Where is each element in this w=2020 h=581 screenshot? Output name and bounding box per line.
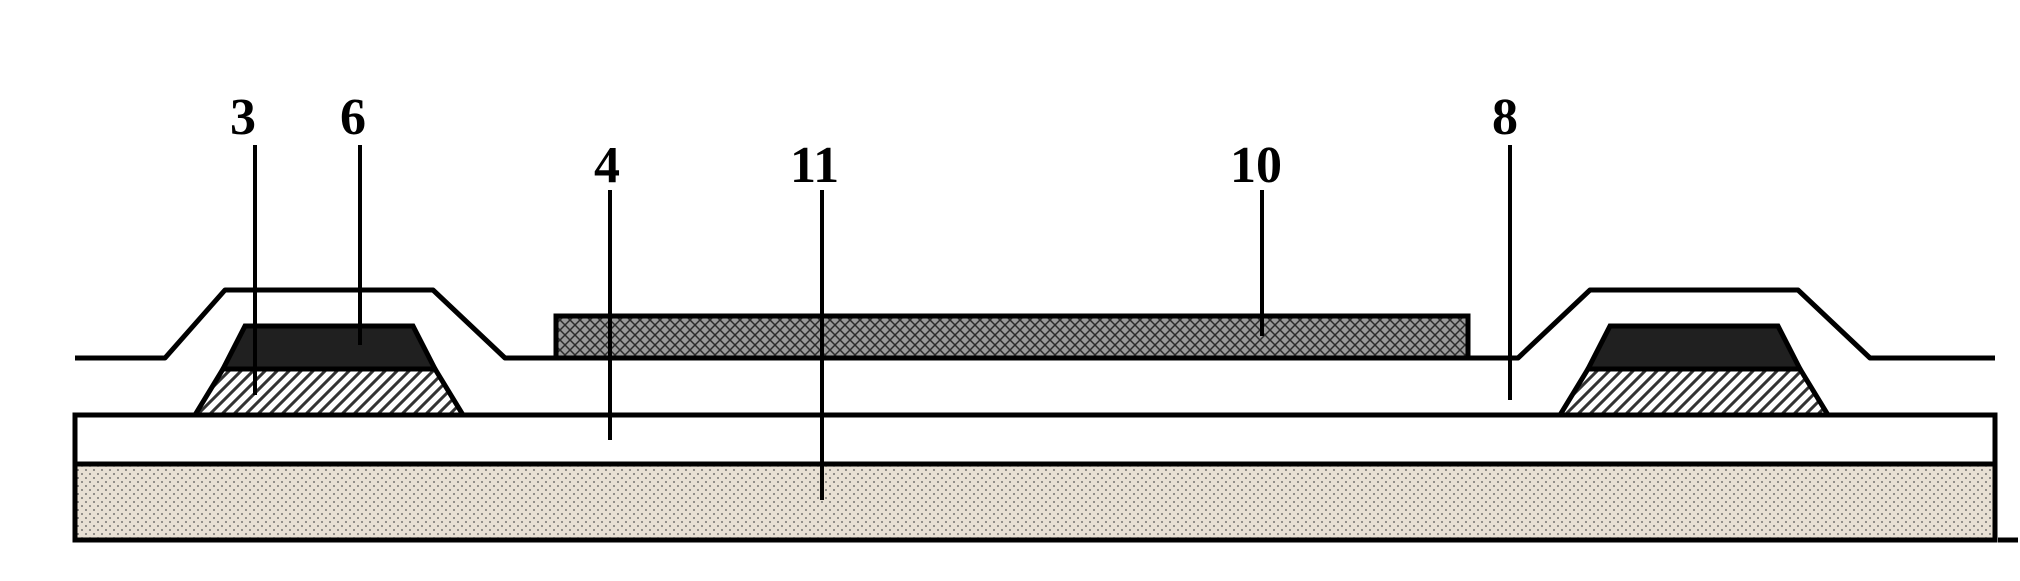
label-8: 8 — [1492, 88, 1518, 147]
right-upper-trapezoid — [1588, 326, 1800, 369]
substrate-layer — [75, 464, 1995, 540]
buffer-layer — [75, 415, 1995, 464]
cross-section-diagram — [0, 0, 2020, 581]
channel-layer — [556, 316, 1468, 358]
label-4: 4 — [594, 136, 620, 195]
right-lower-trapezoid — [1560, 369, 1828, 415]
label-6: 6 — [340, 88, 366, 147]
left-lower-trapezoid — [195, 369, 463, 415]
label-11: 11 — [790, 136, 839, 195]
label-3: 3 — [230, 88, 256, 147]
label-10: 10 — [1230, 136, 1282, 195]
